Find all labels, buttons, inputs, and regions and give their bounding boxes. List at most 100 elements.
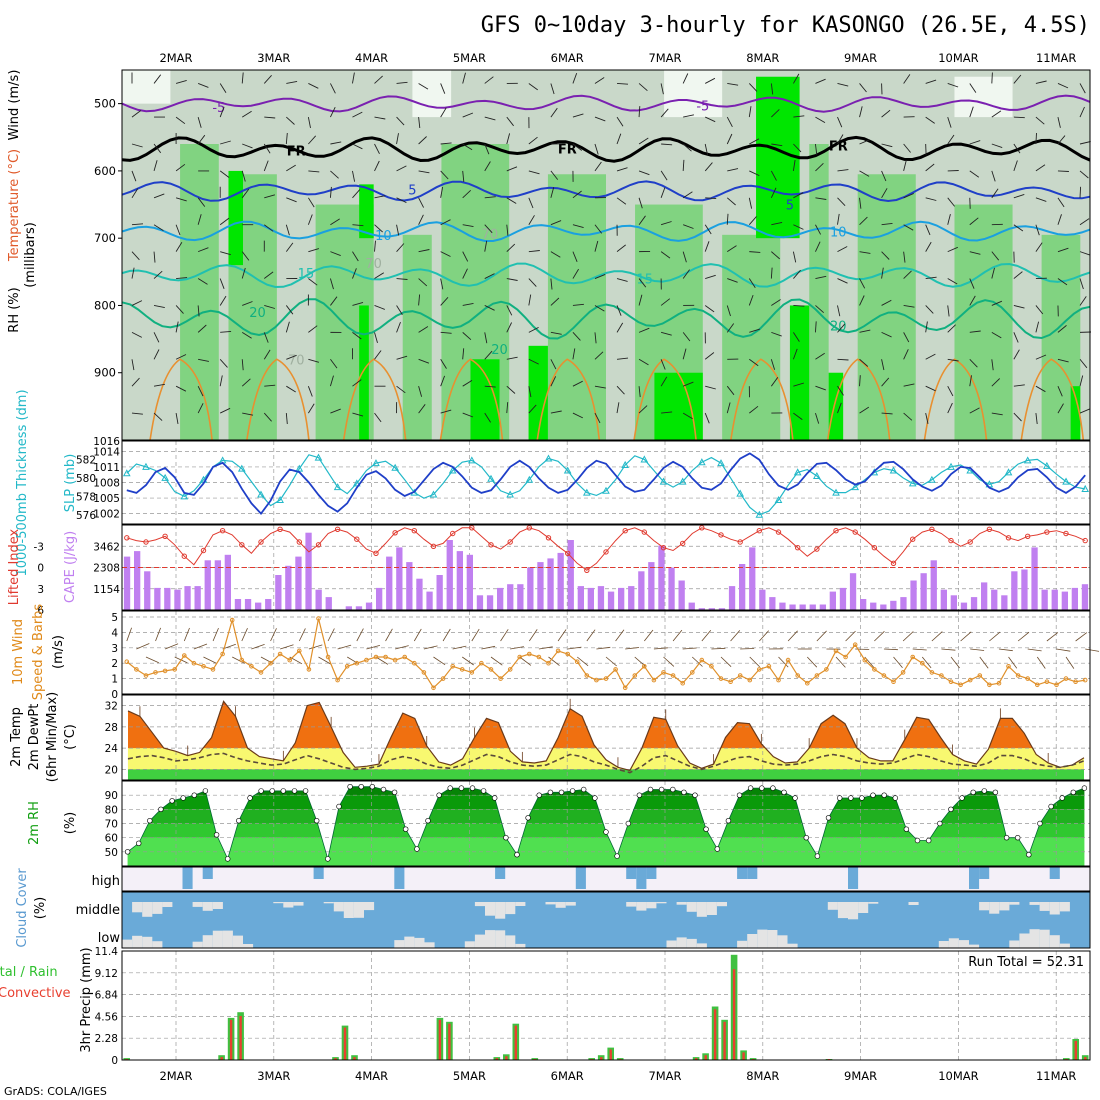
upper-wind-barb: [859, 329, 871, 333]
cape-bar: [537, 562, 544, 610]
upper-wind-barb: [484, 196, 496, 199]
cape-bar: [950, 595, 957, 610]
upper-wind-barb: [572, 224, 584, 229]
upper-wind-barb: [991, 170, 996, 182]
upper-wind-barb: [705, 116, 716, 123]
cape-bar: [960, 602, 968, 610]
upper-wind-barb: [616, 278, 628, 282]
upper-wind-barb: [638, 278, 647, 288]
cape-bar: [759, 589, 766, 610]
upper-wind-barb: [660, 187, 666, 198]
upper-wind-barb: [704, 412, 710, 424]
surface-wind-barb: [471, 628, 480, 642]
wind-speed-marker: [900, 670, 906, 675]
upper-wind-barb: [770, 359, 776, 370]
cloud-low-gap: [495, 930, 506, 948]
upper-wind-barb: [947, 402, 953, 414]
upper-wind-barb: [837, 169, 849, 172]
upper-wind-barb: [793, 192, 804, 199]
upper-wind-barb: [440, 359, 447, 369]
upper-wind-barb: [727, 245, 737, 253]
upper-wind-barb: [396, 243, 405, 252]
rh-marker: [625, 820, 631, 827]
surface-wind-barb: [145, 656, 159, 664]
wind-speed-marker: [383, 654, 388, 660]
upper-wind-barb: [307, 386, 313, 397]
contour-label: 20: [830, 320, 847, 335]
upper-wind-barb: [660, 359, 666, 370]
upper-wind-barb: [1079, 358, 1088, 369]
upper-wind-barb: [175, 305, 184, 314]
upper-wind-barb: [131, 170, 137, 182]
contour-label: FR: [829, 139, 848, 154]
surface-wind-barb: [740, 648, 755, 650]
thickness-marker: [793, 468, 802, 476]
upper-wind-barb: [991, 143, 1003, 149]
surface-wind-barb: [701, 630, 712, 642]
wind-speed-marker: [1073, 679, 1078, 685]
upper-wind-barb: [484, 76, 494, 84]
upper-wind-barb: [903, 305, 915, 308]
cloud-high-bar: [202, 867, 213, 879]
surface-wind-barb: [538, 646, 553, 650]
thickness-marker: [755, 510, 764, 518]
cape-bar: [739, 564, 746, 610]
wind-speed-marker: [507, 667, 513, 672]
ylabel-10m-wind: 10m Wind: [11, 619, 26, 685]
upper-wind-barb: [594, 240, 599, 252]
thickness-marker: [640, 455, 649, 463]
upper-wind-barb: [616, 133, 622, 145]
wind-speed-marker: [172, 667, 177, 672]
upper-wind-barb: [1057, 83, 1069, 89]
rh-marker: [258, 788, 264, 794]
cape-bar: [305, 532, 312, 610]
upper-wind-barb: [1079, 106, 1085, 118]
surface-wind-barb: [1008, 656, 1018, 669]
upper-wind-barb: [506, 243, 516, 252]
cloud-mid-gap: [132, 902, 143, 913]
cloud-low-gap: [414, 937, 425, 948]
wind-speed-marker: [632, 673, 638, 678]
upper-wind-barb: [726, 213, 729, 225]
wind-speed-marker: [373, 654, 379, 660]
upper-wind-barb: [683, 114, 694, 118]
cape-bar: [416, 578, 423, 610]
li-marker: [737, 539, 743, 545]
upper-wind-barb: [1057, 247, 1069, 253]
wind-speed-marker: [498, 676, 503, 681]
pressure-tick-label: 500: [94, 97, 116, 111]
upper-wind-barb: [638, 294, 643, 306]
cape-bar: [547, 558, 554, 610]
cloud-mid-gap: [212, 902, 223, 909]
rh-marker: [1081, 785, 1088, 791]
upper-wind-barb: [572, 303, 584, 306]
cloud-high-bar: [394, 867, 405, 889]
thickness-marker: [678, 477, 687, 485]
rh-tick-label: 90: [105, 790, 118, 802]
ylabel-cloud-cover: Cloud Cover: [15, 868, 30, 948]
rh-marker: [1059, 795, 1065, 801]
li-marker: [890, 560, 897, 566]
upper-wind-barb: [594, 332, 597, 344]
li-tick-label: 3: [37, 584, 44, 596]
surface-wind-barb: [682, 647, 697, 650]
thickness-marker: [697, 458, 706, 466]
upper-wind-barb: [220, 140, 231, 145]
upper-wind-barb: [440, 331, 452, 334]
cloud-mid-gap: [716, 902, 727, 907]
li-marker: [948, 537, 954, 544]
upper-wind-barb: [616, 402, 620, 414]
upper-wind-barb: [440, 375, 446, 387]
upper-wind-barb: [704, 162, 713, 172]
rh-saturated-patch: [756, 76, 800, 239]
wind-speed-marker: [191, 660, 197, 666]
upper-wind-barb: [726, 323, 735, 333]
wind-speed-marker: [555, 648, 561, 654]
upper-wind-barb: [308, 358, 320, 363]
surface-wind-barb: [567, 646, 582, 650]
upper-wind-barb: [903, 160, 907, 172]
upper-wind-barb: [969, 140, 981, 145]
upper-wind-barb: [771, 331, 782, 337]
upper-wind-barb: [484, 273, 495, 279]
rh-marker: [859, 795, 865, 801]
